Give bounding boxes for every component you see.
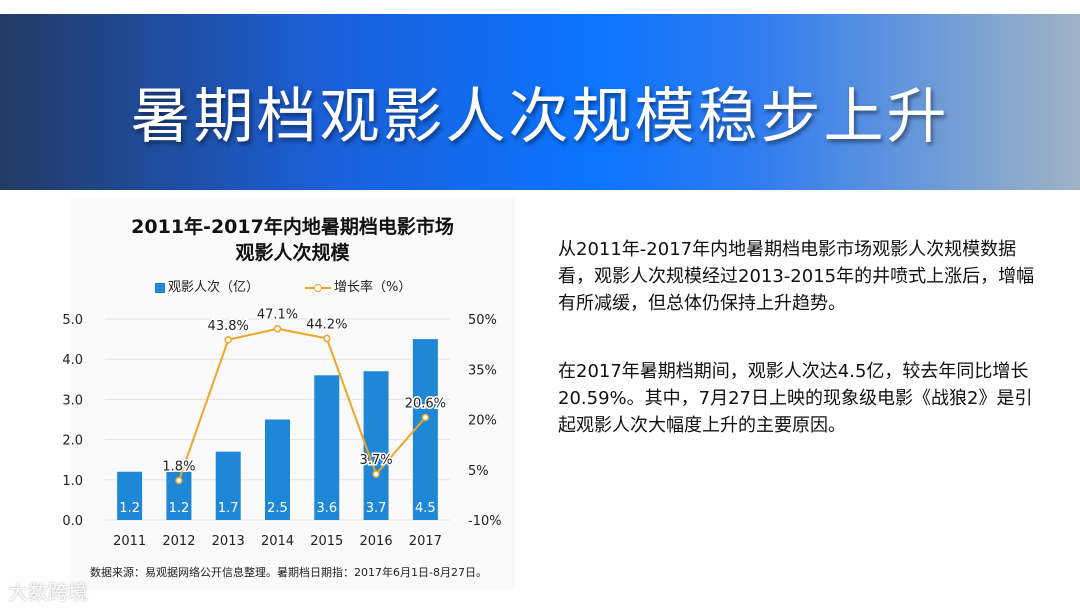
legend-bar-label: 观影人次（亿） [168,280,260,295]
chart-title-line2: 观影人次规模 [235,242,350,264]
chart-source: 数据来源：易观据网络公开信息整理。暑期档日期指：2017年6月1日-8月27日。 [90,566,487,579]
watermark-logo: 大数跨境 [8,580,88,604]
legend-line-swatch [305,283,331,293]
chart-title-line1: 2011年-2017年内地暑期档电影市场 [131,216,454,238]
legend-bar: 观影人次（亿） [155,276,259,295]
paragraph-2: 在2017年暑期档期间，观影人次达4.5亿，较去年同比增长20.59%。其中，7… [558,361,1033,436]
paragraph-1: 从2011年-2017年内地暑期档电影市场观影人次规模数据看，观影人次规模经过2… [558,239,1035,314]
legend-bar-swatch [155,282,165,293]
title-banner: 暑期档观影人次规模稳步上升 [0,14,1080,190]
legend-line-label: 增长率（%） [334,280,412,295]
legend-line: 增长率（%） [305,276,411,295]
page-title: 暑期档观影人次规模稳步上升 [130,82,950,152]
